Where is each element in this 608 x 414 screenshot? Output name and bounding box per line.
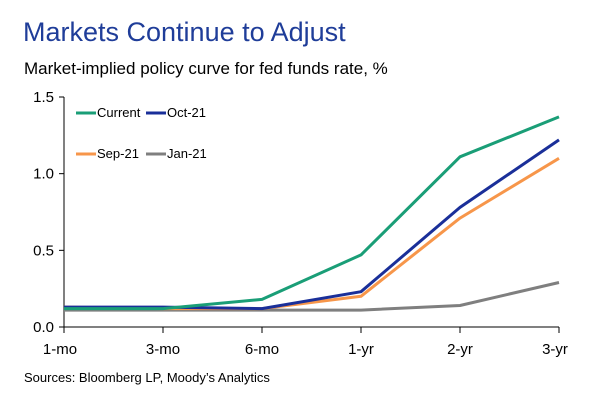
series-line-sep-21 bbox=[63, 157, 560, 311]
y-axis-ticks: 0.0 0.5 1.0 1.5 bbox=[33, 89, 64, 336]
y-tick-label: 1.0 bbox=[33, 166, 54, 183]
legend-item-oct-21: Oct-21 bbox=[146, 105, 206, 120]
x-tick-label: 1-mo bbox=[43, 341, 77, 358]
plot-area: 0.0 0.5 1.0 1.5 1-mo 3-mo 6-mo 1-yr 2-yr 3-yr bbox=[33, 89, 568, 358]
legend-item-jan-21: Jan-21 bbox=[146, 146, 207, 161]
series-lines bbox=[63, 115, 560, 312]
source-note: Sources: Bloomberg LP, Moody’s Analytics bbox=[24, 370, 270, 385]
x-tick-label: 6-mo bbox=[245, 341, 279, 358]
y-tick-label: 1.5 bbox=[33, 89, 54, 106]
x-tick-label: 3-mo bbox=[146, 341, 180, 358]
legend: Current Oct-21 Sep-21 Jan-21 bbox=[76, 105, 207, 161]
chart-subtitle: Market-implied policy curve for fed fund… bbox=[24, 59, 388, 78]
series-line-oct-21 bbox=[64, 138, 560, 311]
legend-label-jan-21: Jan-21 bbox=[167, 146, 207, 161]
x-axis-ticks: 1-mo 3-mo 6-mo 1-yr 2-yr 3-yr bbox=[43, 327, 568, 358]
y-tick-label: 0.0 bbox=[33, 319, 54, 336]
series-line-current bbox=[64, 115, 560, 311]
legend-item-current: Current bbox=[76, 105, 141, 120]
chart-title: Markets Continue to Adjust bbox=[23, 17, 346, 47]
legend-label-current: Current bbox=[97, 105, 141, 120]
x-tick-label: 1-yr bbox=[348, 341, 374, 358]
y-tick-label: 0.5 bbox=[33, 242, 54, 259]
x-tick-label: 2-yr bbox=[447, 341, 473, 358]
legend-label-sep-21: Sep-21 bbox=[97, 146, 139, 161]
legend-item-sep-21: Sep-21 bbox=[76, 146, 139, 161]
x-tick-label: 3-yr bbox=[542, 341, 568, 358]
legend-label-oct-21: Oct-21 bbox=[167, 105, 206, 120]
